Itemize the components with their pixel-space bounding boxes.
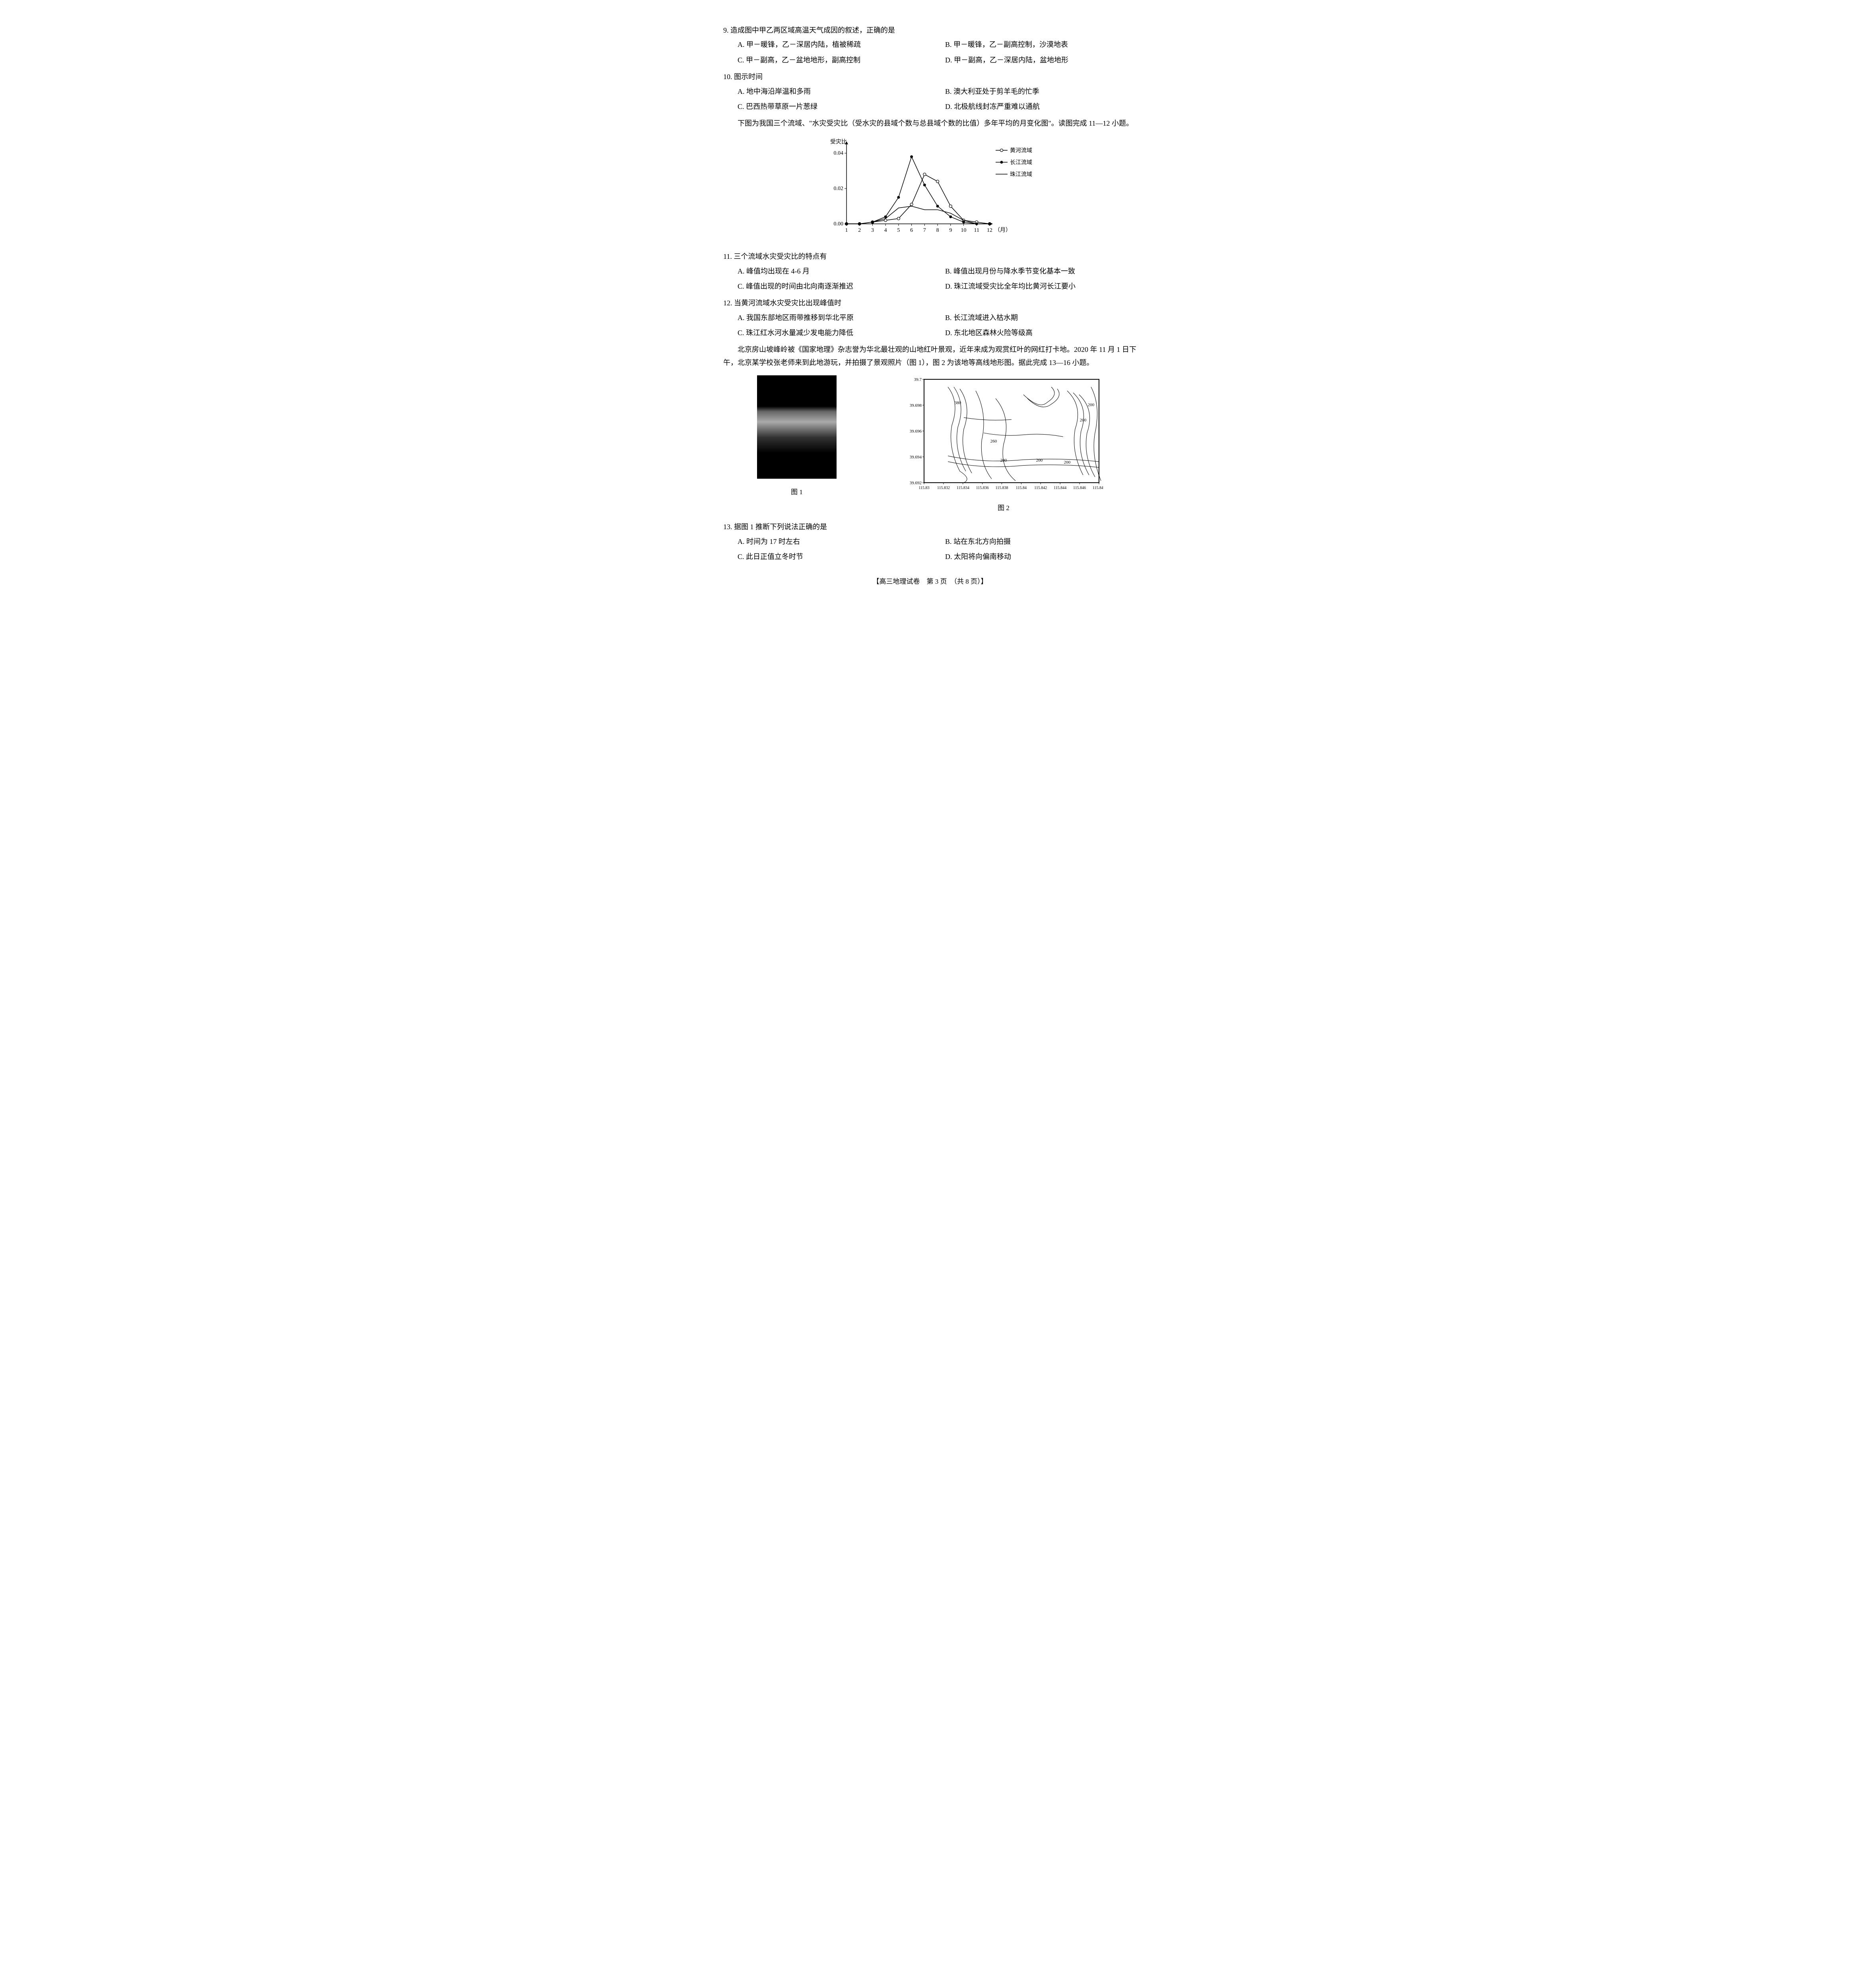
svg-text:珠江流域: 珠江流域 <box>1010 171 1032 178</box>
svg-text:115.836: 115.836 <box>976 486 989 490</box>
q10-stem: 10. 图示时间 <box>723 70 1137 83</box>
q12-options: A. 我国东部地区雨带推移到华北平原 B. 长江流域进入枯水期 C. 珠江红水河… <box>723 311 1137 340</box>
svg-text:200: 200 <box>1080 418 1087 423</box>
svg-text:4: 4 <box>884 227 887 233</box>
q9-option-b: B. 甲－暖锋，乙－副高控制，沙漠地表 <box>945 38 1137 51</box>
svg-text:11: 11 <box>974 227 979 233</box>
contour-map-svg: 39.7 39.698 39.696 39.694 39.692115.83 115.83… <box>904 375 1103 495</box>
q13-stem: 13. 据图 1 推断下列说法正确的是 <box>723 520 1137 533</box>
svg-text:39.696: 39.696 <box>910 429 922 434</box>
svg-text:（月）: （月） <box>994 227 1011 233</box>
q13-option-b: B. 站在东北方向拍摄 <box>945 535 1137 548</box>
q12-stem: 12. 当黄河流域水灾受灾比出现峰值时 <box>723 297 1137 309</box>
q10-option-a: A. 地中海沿岸温和多雨 <box>738 85 929 98</box>
svg-text:2: 2 <box>858 227 861 233</box>
landscape-photo <box>757 375 837 479</box>
q10-options: A. 地中海沿岸温和多雨 B. 澳大利亚处于剪羊毛的忙季 C. 巴西热带草原一片… <box>723 85 1137 114</box>
svg-text:200: 200 <box>1000 458 1007 463</box>
q12-option-d: D. 东北地区森林火险等级高 <box>945 326 1137 339</box>
svg-text:115.83: 115.83 <box>918 486 929 490</box>
svg-text:115.834: 115.834 <box>957 486 969 490</box>
intro-text-1: 下图为我国三个流域、"水灾受灾比（受水灾的县域个数与总县域个数的比值）多年平均的… <box>723 117 1137 130</box>
question-12: 12. 当黄河流域水灾受灾比出现峰值时 A. 我国东部地区雨带推移到华北平原 B… <box>723 297 1137 340</box>
svg-text:0.04: 0.04 <box>834 150 844 156</box>
q11-stem: 11. 三个流域水灾受灾比的特点有 <box>723 250 1137 263</box>
q9-option-d: D. 甲－副高，乙－深居内陆，盆地地形 <box>945 54 1137 66</box>
q11-option-d: D. 珠江流域受灾比全年均比黄河长江要小 <box>945 280 1137 293</box>
svg-text:115.842: 115.842 <box>1034 486 1047 490</box>
flood-ratio-chart: 0.000.020.04123456789101112受灾比（月）黄河流域长江流… <box>723 136 1137 244</box>
q13-option-c: C. 此日正值立冬时节 <box>738 550 929 563</box>
svg-text:5: 5 <box>897 227 900 233</box>
svg-text:200: 200 <box>1064 460 1071 465</box>
svg-text:39.694: 39.694 <box>910 455 922 460</box>
q10-option-b: B. 澳大利亚处于剪羊毛的忙季 <box>945 85 1137 98</box>
question-9: 9. 造成图中甲乙两区域高温天气成因的叙述，正确的是 A. 甲－暖锋，乙－深居内… <box>723 24 1137 67</box>
q13-option-a: A. 时间为 17 时左右 <box>738 535 929 548</box>
q13-options: A. 时间为 17 时左右 B. 站在东北方向拍摄 C. 此日正值立冬时节 D.… <box>723 535 1137 564</box>
svg-text:200: 200 <box>1088 403 1095 408</box>
svg-text:7: 7 <box>923 227 926 233</box>
svg-text:260: 260 <box>990 439 997 444</box>
q11-option-c: C. 峰值出现的时间由北向南逐渐推迟 <box>738 280 929 293</box>
figures-row: 图 1 39.7 39.698 39.696 39.694 39.692115.83 11… <box>723 375 1137 514</box>
svg-text:39.692: 39.692 <box>910 481 922 485</box>
question-11: 11. 三个流域水灾受灾比的特点有 A. 峰值均出现在 4-6 月 B. 峰值出… <box>723 250 1137 293</box>
svg-text:115.848: 115.848 <box>1093 486 1103 490</box>
svg-text:115.846: 115.846 <box>1073 486 1086 490</box>
svg-text:200: 200 <box>1036 458 1043 463</box>
svg-text:长江流域: 长江流域 <box>1010 159 1032 166</box>
page-footer: 【高三地理试卷 第 3 页 （共 8 页）】 <box>723 576 1137 588</box>
svg-text:10: 10 <box>961 227 967 233</box>
figure-2: 39.7 39.698 39.696 39.694 39.692115.83 115.83… <box>904 375 1103 514</box>
svg-text:0.02: 0.02 <box>834 186 844 192</box>
figure-1: 图 1 <box>757 375 837 498</box>
figure-1-caption: 图 1 <box>757 486 837 499</box>
svg-text:3: 3 <box>871 227 874 233</box>
q10-option-d: D. 北极航线封冻严重难以通航 <box>945 100 1137 113</box>
question-13: 13. 据图 1 推断下列说法正确的是 A. 时间为 17 时左右 B. 站在东… <box>723 520 1137 564</box>
svg-text:39.698: 39.698 <box>910 403 922 408</box>
q9-option-c: C. 甲－副高，乙－盆地地形，副高控制 <box>738 54 929 66</box>
q11-option-a: A. 峰值均出现在 4-6 月 <box>738 265 929 278</box>
q9-options: A. 甲－暖锋，乙－深居内陆，植被稀疏 B. 甲－暖锋，乙－副高控制，沙漠地表 … <box>723 38 1137 67</box>
q11-option-b: B. 峰值出现月份与降水季节变化基本一致 <box>945 265 1137 278</box>
svg-text:380: 380 <box>955 401 961 406</box>
svg-text:9: 9 <box>949 227 952 233</box>
svg-text:8: 8 <box>936 227 939 233</box>
svg-text:受灾比: 受灾比 <box>830 138 847 145</box>
chart-svg: 0.000.020.04123456789101112受灾比（月）黄河流域长江流… <box>819 136 1041 240</box>
svg-text:12: 12 <box>987 227 992 233</box>
question-10: 10. 图示时间 A. 地中海沿岸温和多雨 B. 澳大利亚处于剪羊毛的忙季 C.… <box>723 70 1137 114</box>
svg-text:115.838: 115.838 <box>995 486 1008 490</box>
q9-stem: 9. 造成图中甲乙两区域高温天气成因的叙述，正确的是 <box>723 24 1137 37</box>
svg-text:黄河流域: 黄河流域 <box>1010 147 1032 154</box>
svg-text:39.7: 39.7 <box>914 377 922 382</box>
figure-2-caption: 图 2 <box>904 502 1103 514</box>
svg-text:0.00: 0.00 <box>834 221 844 227</box>
q12-option-a: A. 我国东部地区雨带推移到华北平原 <box>738 311 929 324</box>
q10-option-c: C. 巴西热带草原一片葱绿 <box>738 100 929 113</box>
q12-option-b: B. 长江流域进入枯水期 <box>945 311 1137 324</box>
svg-text:6: 6 <box>910 227 913 233</box>
q9-option-a: A. 甲－暖锋，乙－深居内陆，植被稀疏 <box>738 38 929 51</box>
svg-text:1: 1 <box>845 227 848 233</box>
intro-text-2: 北京房山坡峰岭被《国家地理》杂志誉为华北最壮观的山地红叶景观，近年来成为观赏红叶… <box>723 343 1137 369</box>
q13-option-d: D. 太阳将向偏南移动 <box>945 550 1137 563</box>
svg-text:115.844: 115.844 <box>1054 486 1066 490</box>
svg-text:115.832: 115.832 <box>937 486 950 490</box>
q12-option-c: C. 珠江红水河水量减少发电能力降低 <box>738 326 929 339</box>
q11-options: A. 峰值均出现在 4-6 月 B. 峰值出现月份与降水季节变化基本一致 C. … <box>723 265 1137 294</box>
svg-text:115.84: 115.84 <box>1016 486 1027 490</box>
